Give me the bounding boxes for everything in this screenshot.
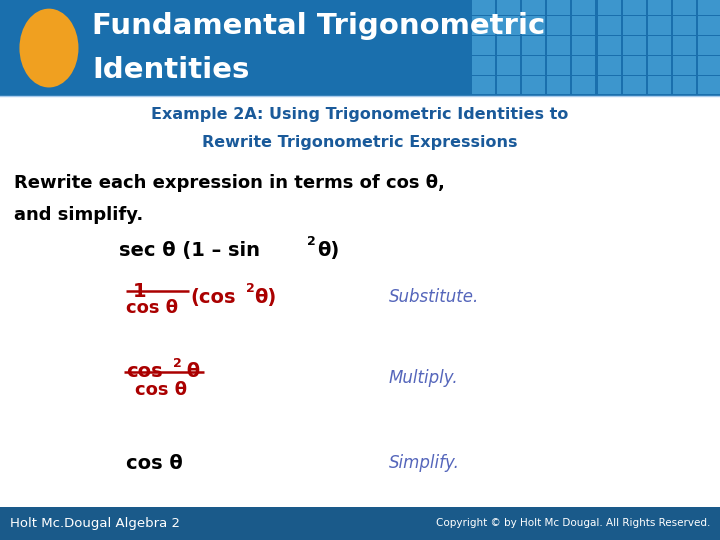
Bar [572,0,595,15]
Bar [472,16,495,35]
Bar [472,36,495,55]
Bar [648,36,671,55]
Text: and simplify.: and simplify. [14,206,144,224]
Text: Simplify.: Simplify. [389,454,459,472]
Text: cos θ: cos θ [126,299,178,317]
Bar [698,76,720,94]
Bar [673,36,696,55]
Bar [522,16,545,35]
Bar [547,0,570,15]
Bar [572,36,595,55]
Text: θ): θ) [254,288,276,307]
Text: Identities: Identities [92,56,250,84]
Bar [698,56,720,75]
Bar [547,36,570,55]
Bar [648,56,671,75]
Bar [623,0,646,15]
Ellipse shape [19,9,78,87]
Bar [497,16,520,35]
Bar [522,0,545,15]
Bar [472,0,495,15]
Bar [698,16,720,35]
Bar [598,16,621,35]
Text: 2: 2 [173,357,181,370]
Text: Copyright © by Holt Mc Dougal. All Rights Reserved.: Copyright © by Holt Mc Dougal. All Right… [436,518,710,528]
Text: Example 2A: Using Trigonometric Identities to: Example 2A: Using Trigonometric Identiti… [151,107,569,122]
Text: θ): θ) [317,241,339,260]
Bar [522,76,545,94]
Text: cos θ: cos θ [126,454,183,473]
Bar [598,36,621,55]
Text: 2: 2 [307,235,316,248]
Bar [547,56,570,75]
Text: θ: θ [180,362,200,381]
Bar [598,0,621,15]
Text: Substitute.: Substitute. [389,288,479,306]
Bar [0,507,720,540]
Bar [648,0,671,15]
Bar [623,56,646,75]
Text: Holt Mc.Dougal Algebra 2: Holt Mc.Dougal Algebra 2 [10,517,180,530]
Bar [648,76,671,94]
Bar [598,76,621,94]
Text: (cos: (cos [191,288,236,307]
Bar [698,36,720,55]
Bar [497,36,520,55]
Bar [522,36,545,55]
Text: Rewrite each expression in terms of cos θ,: Rewrite each expression in terms of cos … [14,174,445,192]
Bar [522,56,545,75]
Bar [497,76,520,94]
Bar [673,56,696,75]
Bar [623,16,646,35]
Bar [0,0,720,96]
Text: 2: 2 [246,282,255,295]
Text: cos: cos [126,362,163,381]
Text: Rewrite Trigonometric Expressions: Rewrite Trigonometric Expressions [202,135,518,150]
Bar [673,76,696,94]
Bar [472,56,495,75]
Bar [572,76,595,94]
Bar [598,56,621,75]
Bar [623,36,646,55]
Bar [572,56,595,75]
Text: 1: 1 [133,282,147,301]
Bar [472,76,495,94]
Bar [673,0,696,15]
Bar [547,16,570,35]
Text: Fundamental Trigonometric: Fundamental Trigonometric [92,12,546,40]
Text: cos θ: cos θ [135,381,186,399]
Bar [673,16,696,35]
Bar [497,0,520,15]
Text: sec θ (1 – sin: sec θ (1 – sin [119,241,260,260]
Bar [648,16,671,35]
Bar [497,56,520,75]
Bar [623,76,646,94]
Text: Multiply.: Multiply. [389,369,459,387]
Bar [572,16,595,35]
Bar [698,0,720,15]
Bar [547,76,570,94]
